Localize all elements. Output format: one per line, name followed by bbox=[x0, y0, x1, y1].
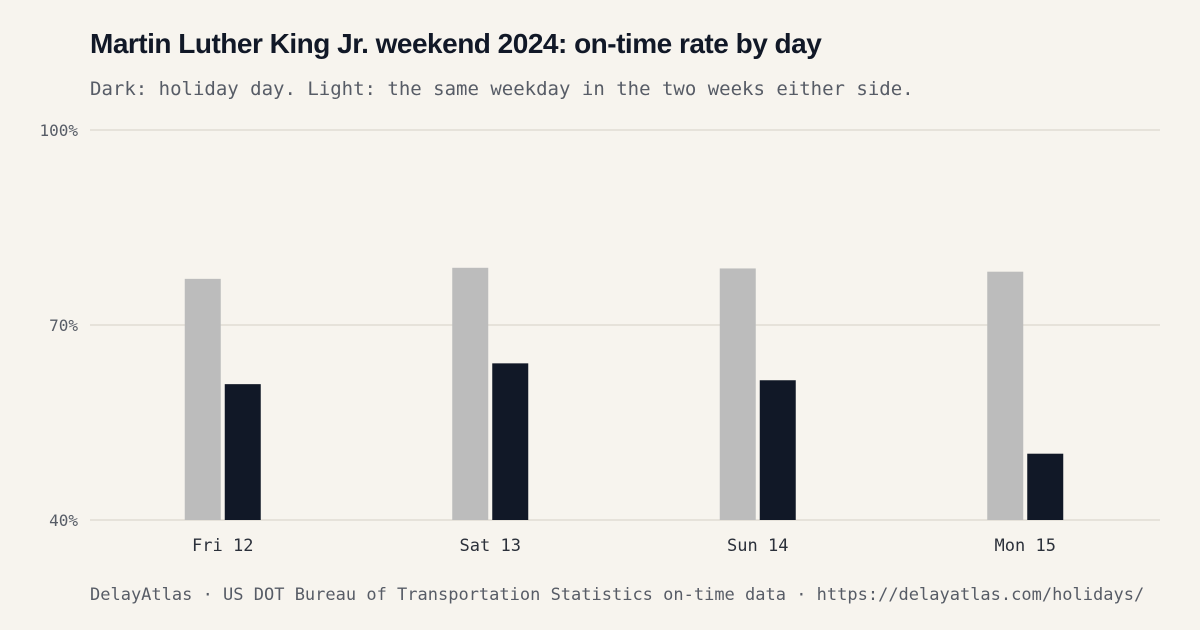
bar-holiday-2 bbox=[492, 363, 529, 520]
x-tick-label: Fri 12 bbox=[192, 536, 253, 556]
bar-baseline-4 bbox=[987, 271, 1024, 520]
y-tick-label: 70% bbox=[49, 316, 78, 335]
y-tick-label: 40% bbox=[49, 511, 78, 530]
x-tick-label: Sun 14 bbox=[727, 536, 788, 556]
bar-holiday-4 bbox=[1027, 453, 1064, 520]
bar-holiday-3 bbox=[759, 380, 796, 520]
bar-holiday-1 bbox=[224, 384, 261, 520]
bar-layer bbox=[184, 267, 1064, 520]
bar-baseline-2 bbox=[452, 267, 489, 520]
bar-baseline-1 bbox=[184, 278, 221, 520]
x-tick-label: Sat 13 bbox=[460, 536, 521, 556]
bar-baseline-3 bbox=[719, 268, 756, 520]
chart-subtitle: Dark: holiday day. Light: the same weekd… bbox=[90, 78, 914, 100]
grid-layer bbox=[90, 129, 1160, 521]
chart-title: Martin Luther King Jr. weekend 2024: on-… bbox=[90, 28, 822, 59]
y-tick-label: 100% bbox=[39, 121, 78, 140]
label-layer: 100% 70% 40% Fri 12 Sat 13 Sun 14 Mon 15 bbox=[39, 121, 1055, 556]
source-footer: DelayAtlas · US DOT Bureau of Transporta… bbox=[90, 585, 1145, 605]
x-tick-label: Mon 15 bbox=[995, 536, 1056, 556]
